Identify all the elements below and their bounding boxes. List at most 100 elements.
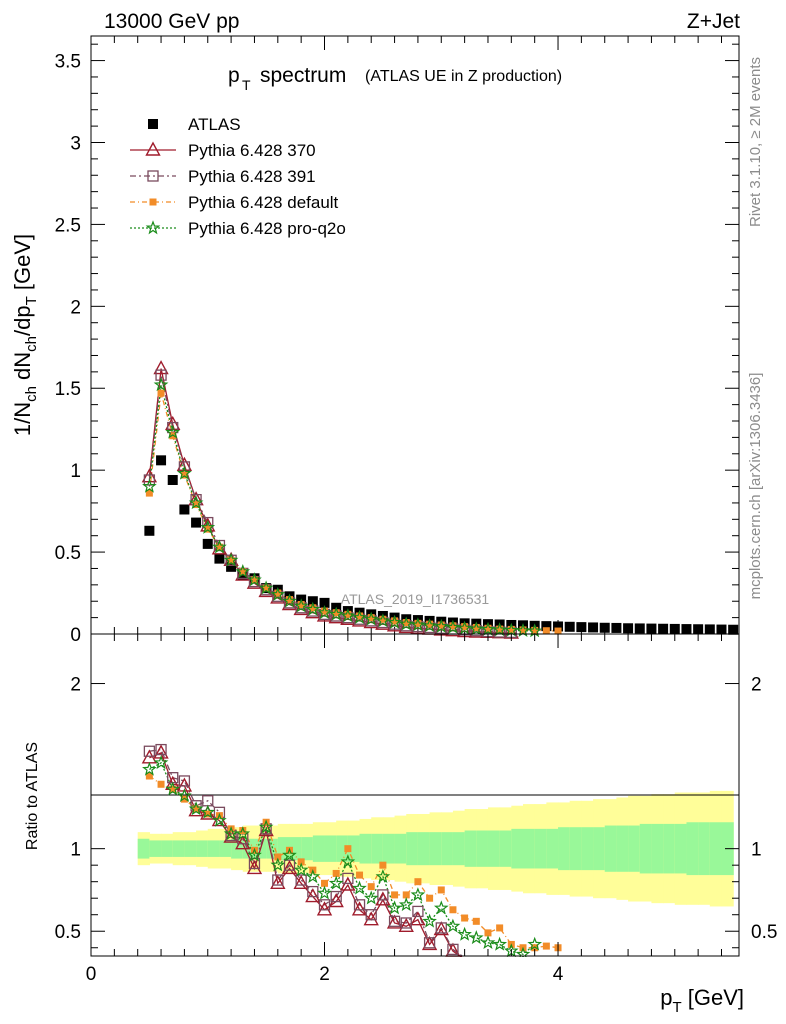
band-inner-bin <box>651 823 664 874</box>
main-marker-0 <box>191 517 202 528</box>
main-marker-1 <box>153 360 169 375</box>
legend-marker-4 <box>145 220 161 235</box>
legend-marker-3 <box>149 198 157 206</box>
main-marker-3 <box>321 607 329 615</box>
main-marker-0 <box>728 624 739 635</box>
main-marker-4 <box>282 593 297 608</box>
main-marker-3 <box>239 568 247 576</box>
ratio-uncertainty-band <box>137 790 734 907</box>
main-marker-0 <box>588 622 599 633</box>
band-inner-bin <box>628 825 641 872</box>
ratio-marker-3 <box>293 862 309 877</box>
main-marker-4 <box>375 613 391 628</box>
legend-label-2: Pythia 6.428 391 <box>188 167 316 186</box>
ratio-marker-2 <box>169 785 177 793</box>
ratio-marker-3 <box>258 819 274 834</box>
ratio-marker-3 <box>305 868 321 883</box>
main-marker-3 <box>344 610 352 618</box>
ratio-y-tick-label-right: 0.5 <box>751 922 777 943</box>
ratio-marker-1 <box>400 917 412 929</box>
band-inner-bin <box>698 822 711 876</box>
ratio-marker-3 <box>492 936 508 951</box>
main-marker-3 <box>484 624 492 632</box>
main-marker-0 <box>179 504 190 515</box>
x-tick-label: 0 <box>86 964 97 985</box>
ratio-marker-1 <box>342 872 354 885</box>
main-marker-0 <box>681 624 692 635</box>
ratio-marker-2 <box>437 886 445 894</box>
main-marker-3 <box>426 620 434 628</box>
main-marker-3 <box>285 596 293 604</box>
ratio-marker-3 <box>317 885 332 900</box>
ratio-marker-3 <box>527 936 543 951</box>
main-marker-4 <box>293 598 309 613</box>
main-marker-3 <box>356 612 364 620</box>
main-y-tick-label: 2 <box>70 297 81 318</box>
ratio-marker-1 <box>330 890 342 903</box>
main-marker-4 <box>305 601 321 616</box>
main-y-tick-label: 2.5 <box>55 215 81 236</box>
legend-label-3: Pythia 6.428 default <box>188 193 339 212</box>
plot-title: p T spectrum (ATLAS UE in Z production) <box>228 64 562 93</box>
main-marker-3 <box>402 619 410 627</box>
main-y-tick-label: 0 <box>70 625 81 646</box>
ratio-marker-3 <box>457 926 472 941</box>
main-marker-4 <box>515 622 531 638</box>
rivet-label: Rivet 3.1.10, ≥ 2M events <box>747 57 764 227</box>
ratio-marker-2 <box>204 810 212 818</box>
title-paren: (ATLAS UE in Z production) <box>365 68 562 85</box>
main-marker-0 <box>646 623 657 634</box>
main-marker-4 <box>235 563 251 578</box>
x-tick-label: 4 <box>553 964 564 985</box>
ratio-marker-3 <box>363 890 379 905</box>
main-marker-4 <box>469 621 484 636</box>
ratio-marker-1 <box>318 899 331 911</box>
main-marker-4 <box>223 552 239 567</box>
main-line-4 <box>148 384 535 632</box>
main-marker-4 <box>480 621 496 636</box>
main-marker-0 <box>156 455 167 466</box>
main-axis-ticks <box>90 36 739 635</box>
main-tick-labels: 0 0.5 1 1.5 2 2.5 3 3.5 <box>55 52 81 646</box>
main-line-3 <box>148 393 559 632</box>
ratio-marker-3 <box>200 804 216 819</box>
main-y-tick-label: 0.5 <box>55 543 81 564</box>
band-inner-bin <box>207 840 221 857</box>
ratio-marker-3 <box>445 918 461 933</box>
main-marker-0 <box>599 622 610 633</box>
ratio-marker-3 <box>177 788 192 803</box>
ratio-marker-0 <box>316 901 333 916</box>
ratio-marker-3 <box>352 880 367 895</box>
ratio-marker-3 <box>282 847 297 862</box>
ratio-marker-3 <box>328 875 344 890</box>
energy-label: 13000 GeV pp <box>104 10 239 33</box>
ratio-marker-0 <box>375 891 391 906</box>
ratio-series-markers <box>89 743 741 997</box>
ratio-marker-2 <box>145 772 153 780</box>
ratio-marker-1 <box>447 943 459 956</box>
main-marker-3 <box>414 619 422 627</box>
band-inner-bin <box>604 825 618 872</box>
main-marker-4 <box>200 519 216 534</box>
ratio-y-tick-label-right: 2 <box>751 675 762 696</box>
band-inner-bin <box>546 828 559 869</box>
main-marker-4 <box>492 622 508 637</box>
x-axis-label: pT [GeV] <box>660 985 744 1016</box>
main-marker-4 <box>503 622 519 637</box>
main-marker-0 <box>202 538 213 549</box>
main-marker-2 <box>143 474 156 486</box>
main-marker-3 <box>531 626 539 634</box>
band-inner-bin <box>487 830 501 867</box>
ratio-marker-3 <box>142 761 157 776</box>
ratio-y-tick-label-right: 1 <box>751 840 762 861</box>
ratio-marker-3 <box>433 900 449 915</box>
band-inner-bin <box>371 833 384 864</box>
ratio-marker-2 <box>402 891 410 899</box>
ratio-marker-1 <box>365 909 377 921</box>
band-inner-bin <box>289 837 302 861</box>
main-marker-3 <box>309 604 317 612</box>
band-inner-bin <box>569 827 582 871</box>
band-inner-bin <box>476 830 489 867</box>
main-marker-0 <box>658 623 669 634</box>
band-inner-bin <box>429 832 442 866</box>
